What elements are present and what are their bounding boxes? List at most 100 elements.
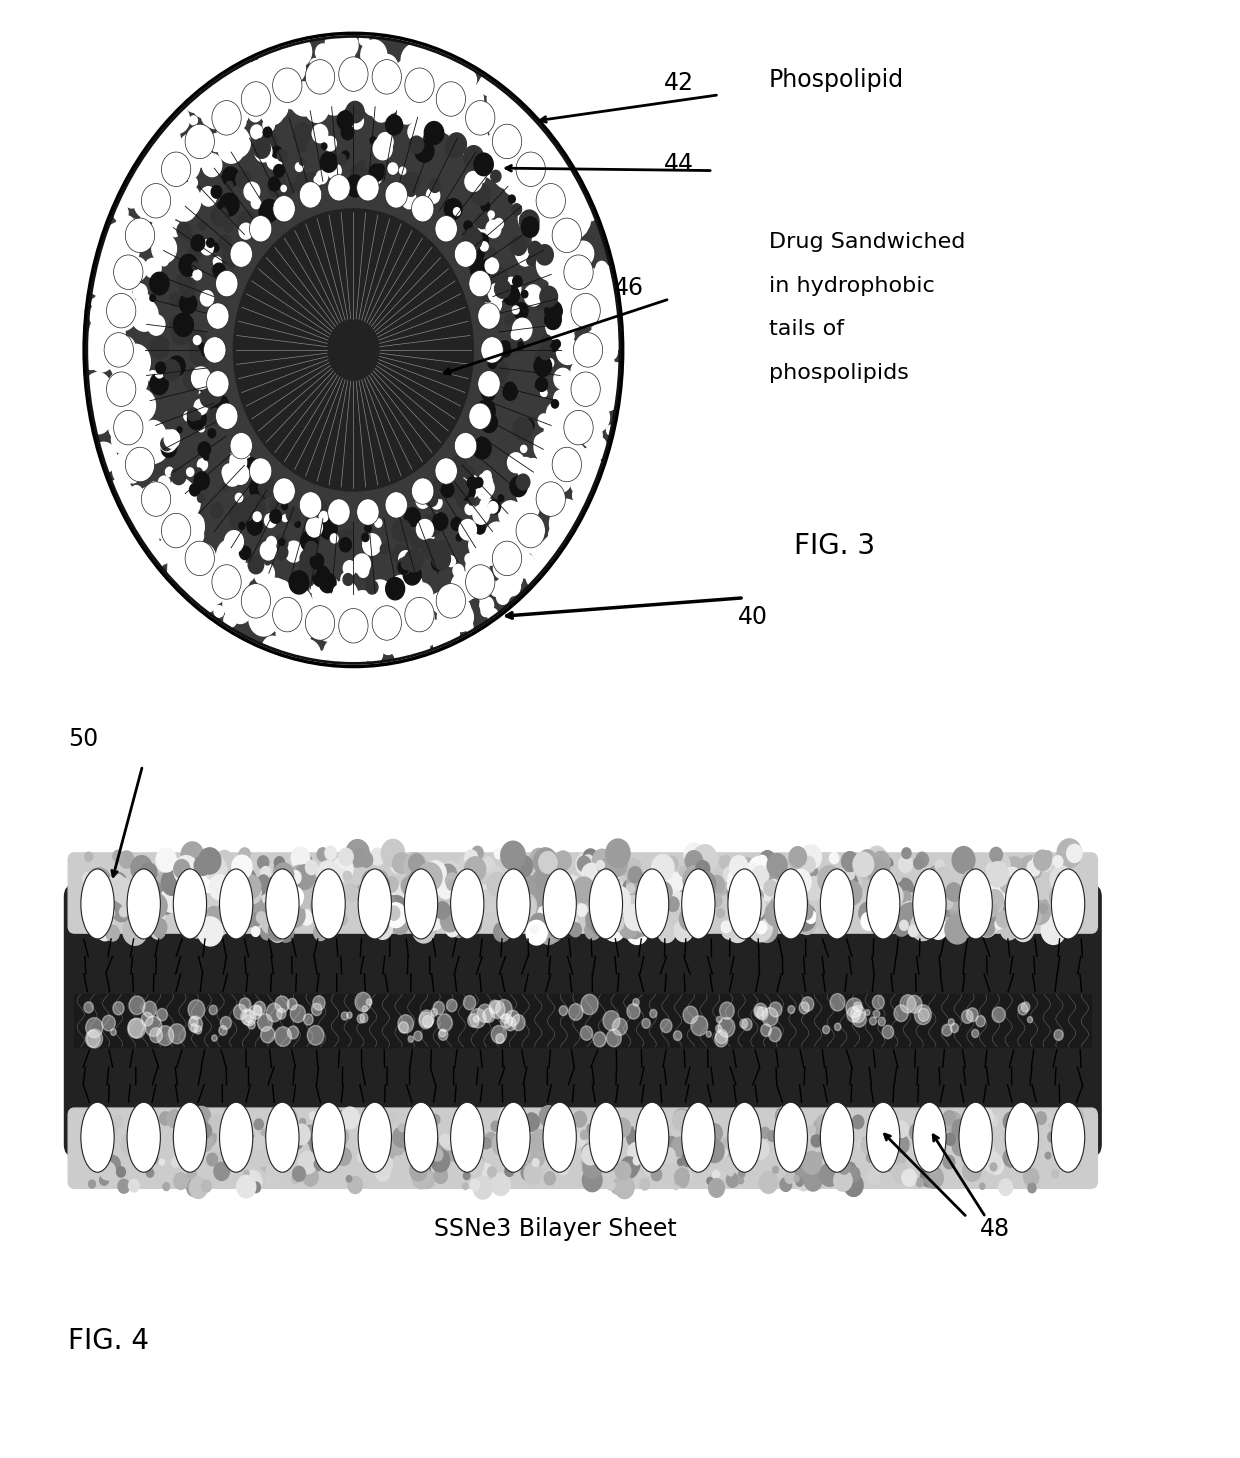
Circle shape [335,869,346,882]
Circle shape [162,188,176,204]
Circle shape [290,52,306,70]
Circle shape [887,1165,892,1171]
Circle shape [444,624,459,642]
Circle shape [172,567,190,588]
Circle shape [345,77,365,101]
Circle shape [564,382,577,397]
Circle shape [210,101,226,120]
Circle shape [102,338,124,364]
Circle shape [352,849,366,865]
Circle shape [172,483,184,496]
Circle shape [326,1165,332,1172]
Circle shape [501,900,521,921]
Circle shape [450,114,476,144]
Circle shape [691,1114,706,1131]
Circle shape [471,1155,482,1168]
Circle shape [482,401,495,414]
Circle shape [215,881,229,898]
Circle shape [373,601,396,627]
Circle shape [828,897,846,917]
Circle shape [215,1162,229,1181]
Circle shape [455,83,484,117]
Circle shape [552,471,570,491]
Circle shape [1063,907,1075,921]
Circle shape [296,89,320,115]
Circle shape [392,627,410,647]
Circle shape [553,499,579,529]
Circle shape [596,378,620,405]
Circle shape [510,98,538,133]
Circle shape [374,519,382,528]
Circle shape [455,1161,460,1166]
Circle shape [765,901,786,926]
Circle shape [248,1021,255,1029]
Circle shape [124,424,135,436]
Circle shape [520,1147,531,1161]
Circle shape [109,273,133,300]
Circle shape [415,491,430,509]
Circle shape [410,1114,427,1133]
Circle shape [661,1019,672,1032]
Circle shape [508,534,516,542]
Circle shape [397,503,404,510]
Circle shape [167,176,177,190]
Circle shape [432,478,450,499]
Circle shape [419,608,434,625]
Circle shape [445,137,463,157]
Circle shape [197,459,207,471]
Circle shape [1064,907,1076,921]
Circle shape [563,382,587,410]
Circle shape [484,537,498,554]
Circle shape [531,1130,548,1150]
Circle shape [314,175,322,185]
Circle shape [1042,916,1065,945]
Circle shape [362,570,372,582]
Circle shape [583,849,598,866]
Circle shape [777,894,789,907]
Circle shape [569,1003,583,1021]
Circle shape [299,555,317,577]
Circle shape [584,475,593,487]
Circle shape [409,51,417,60]
Circle shape [149,493,177,525]
Circle shape [283,884,291,894]
Circle shape [744,1152,755,1165]
Circle shape [415,889,440,919]
Circle shape [580,1026,593,1041]
Circle shape [505,1018,516,1031]
Circle shape [954,914,971,935]
Circle shape [497,892,511,907]
Circle shape [542,535,567,564]
Circle shape [200,551,212,566]
Circle shape [484,537,506,563]
Circle shape [370,137,376,144]
Circle shape [516,900,536,923]
Circle shape [525,284,542,306]
Circle shape [573,405,591,426]
Circle shape [347,95,365,115]
Circle shape [663,872,683,895]
Circle shape [399,1114,415,1133]
Circle shape [195,1025,202,1034]
Circle shape [355,993,372,1012]
Circle shape [1052,1169,1059,1178]
Circle shape [161,437,172,451]
Circle shape [512,118,538,149]
Circle shape [789,849,808,872]
Circle shape [435,458,458,484]
Circle shape [119,907,128,917]
Circle shape [968,1107,986,1126]
Circle shape [495,219,503,229]
Circle shape [140,1156,151,1169]
Circle shape [450,921,461,935]
Circle shape [1001,920,1018,940]
Circle shape [242,583,270,618]
Circle shape [309,599,320,612]
Circle shape [934,1156,940,1163]
Circle shape [435,541,449,557]
Circle shape [570,407,593,433]
Circle shape [693,872,715,897]
Circle shape [476,144,503,178]
Circle shape [357,1152,366,1162]
Circle shape [148,370,157,382]
